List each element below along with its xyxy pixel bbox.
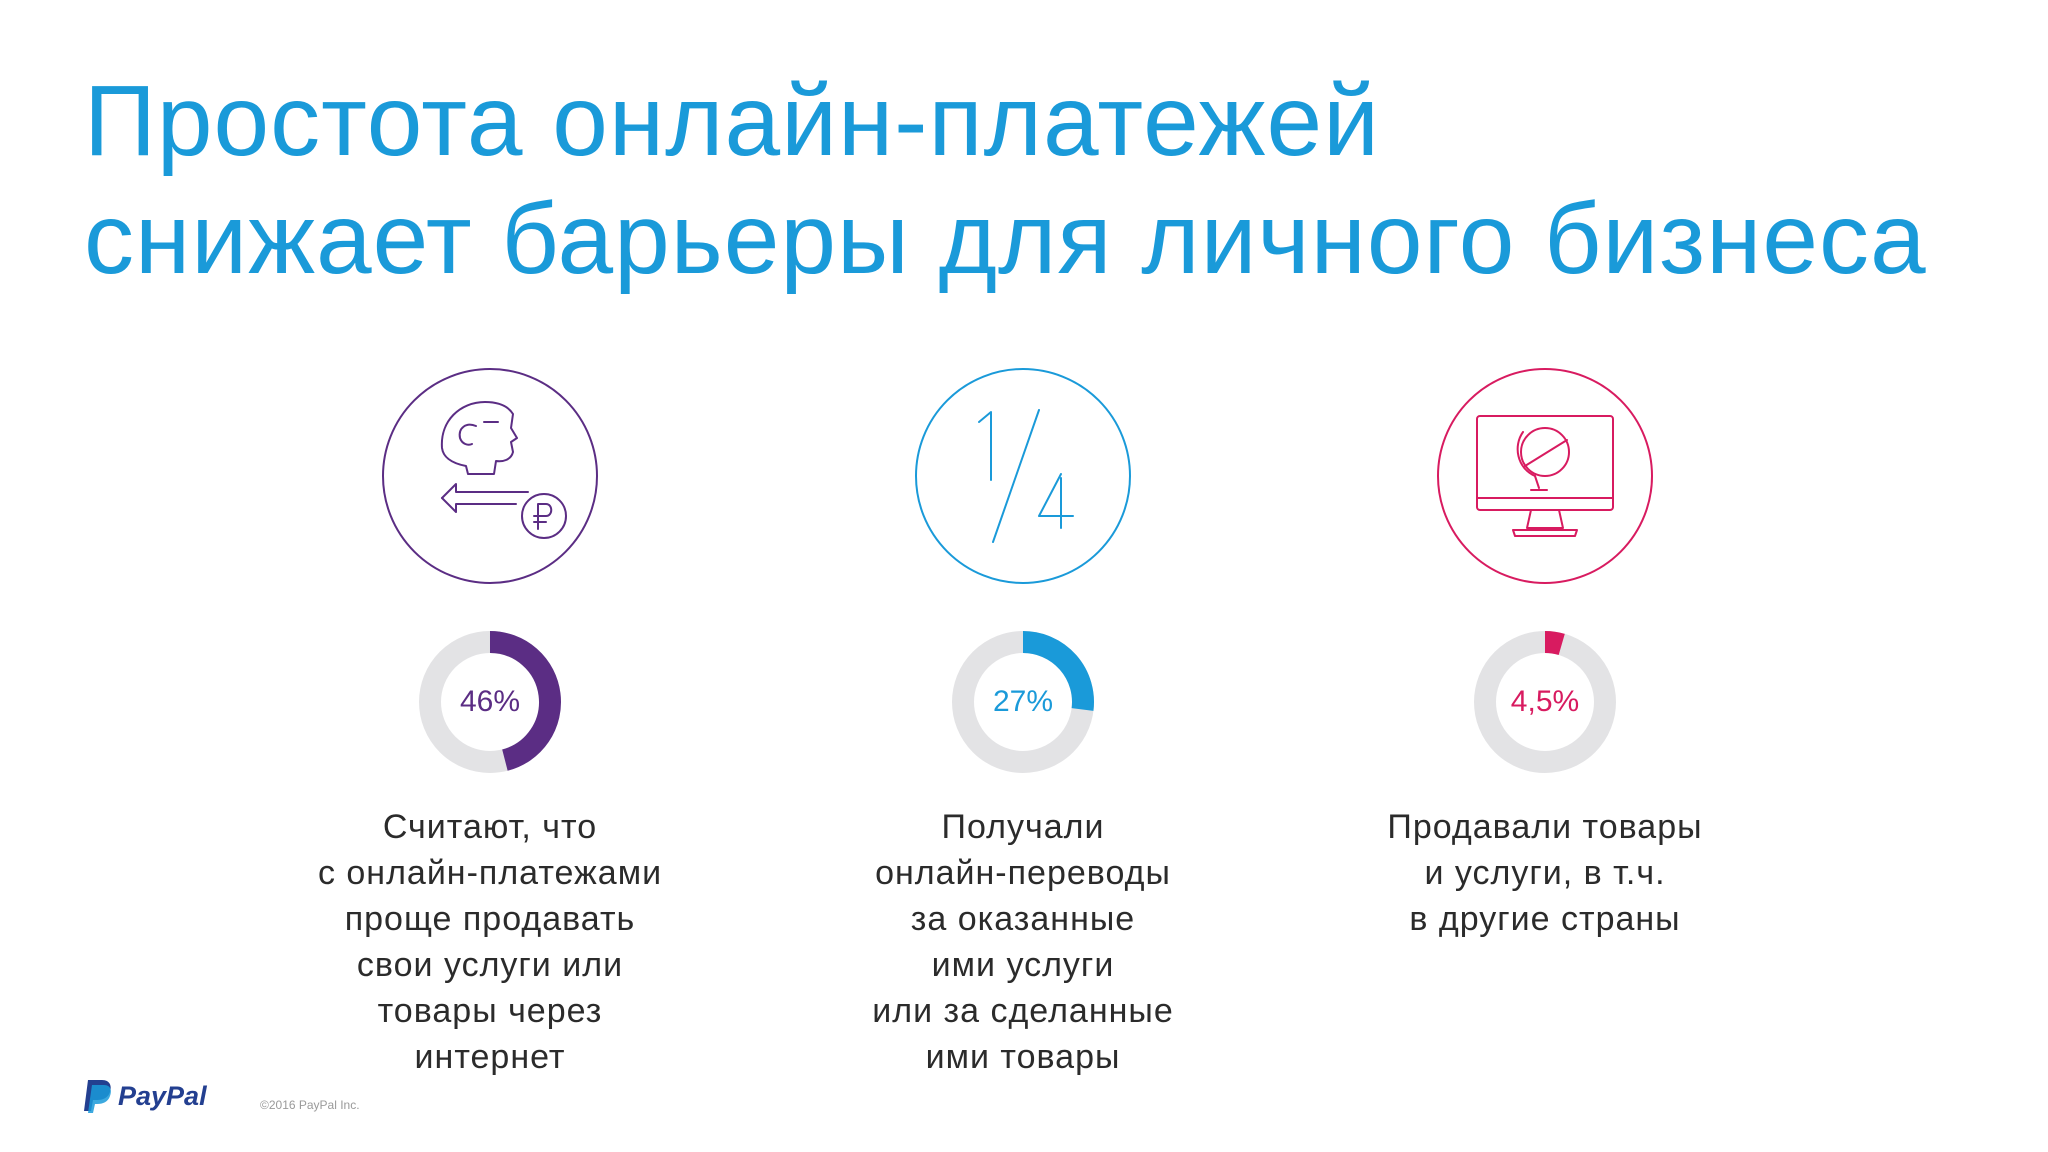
donut-value-1: 46% [459, 685, 521, 718]
description-line: товары через [377, 992, 603, 1030]
paypal-wordmark: PayPal [118, 1080, 207, 1111]
description-line: Считают, что [382, 808, 598, 846]
paypal-mark-icon [84, 1080, 111, 1113]
donut-slice [489, 631, 561, 771]
donut-slice [1022, 631, 1094, 711]
description-line: Получали [941, 808, 1105, 846]
description-line: с онлайн-платежами [317, 854, 663, 892]
description-line: в другие страны [1409, 900, 1681, 938]
stat-description-3: Продавали товары и услуги, в т.ч. в друг… [1285, 804, 1805, 942]
donut-chart-1 [419, 631, 561, 773]
description-line: свои услуги или [356, 946, 624, 984]
person-ruble-icon [382, 368, 598, 584]
description-line: ими товары [925, 1038, 1121, 1076]
one-quarter-icon [915, 368, 1131, 584]
description-line: проще продавать [344, 900, 636, 938]
donut-value-3: 4,5% [1510, 685, 1580, 718]
description-line: или за сделанные [872, 992, 1174, 1030]
description-line: и услуги, в т.ч. [1424, 854, 1666, 892]
donut-chart-2 [952, 631, 1094, 773]
monitor-globe-icon [1437, 368, 1653, 584]
description-line: ими услуги [931, 946, 1115, 984]
title-line-2: снижает барьеры для личного бизнеса [84, 183, 1927, 295]
description-line: Продавали товары [1387, 808, 1703, 846]
page-title: Простота онлайн-платежей снижает барьеры… [84, 62, 1927, 298]
copyright-text: ©2016 PayPal Inc. [260, 1098, 360, 1112]
description-line: онлайн-переводы [875, 854, 1171, 892]
donut-slice [1544, 631, 1565, 656]
title-line-1: Простота онлайн-платежей [84, 65, 1380, 177]
paypal-logo: PayPal [82, 1078, 207, 1114]
donut-chart-3 [1474, 631, 1616, 773]
stat-description-1: Считают, что с онлайн-платежами проще пр… [230, 804, 750, 1080]
description-line: интернет [414, 1038, 566, 1076]
donut-value-2: 27% [992, 685, 1054, 718]
stat-description-2: Получали онлайн-переводы за оказанные им… [763, 804, 1283, 1080]
description-line: за оказанные [910, 900, 1136, 938]
